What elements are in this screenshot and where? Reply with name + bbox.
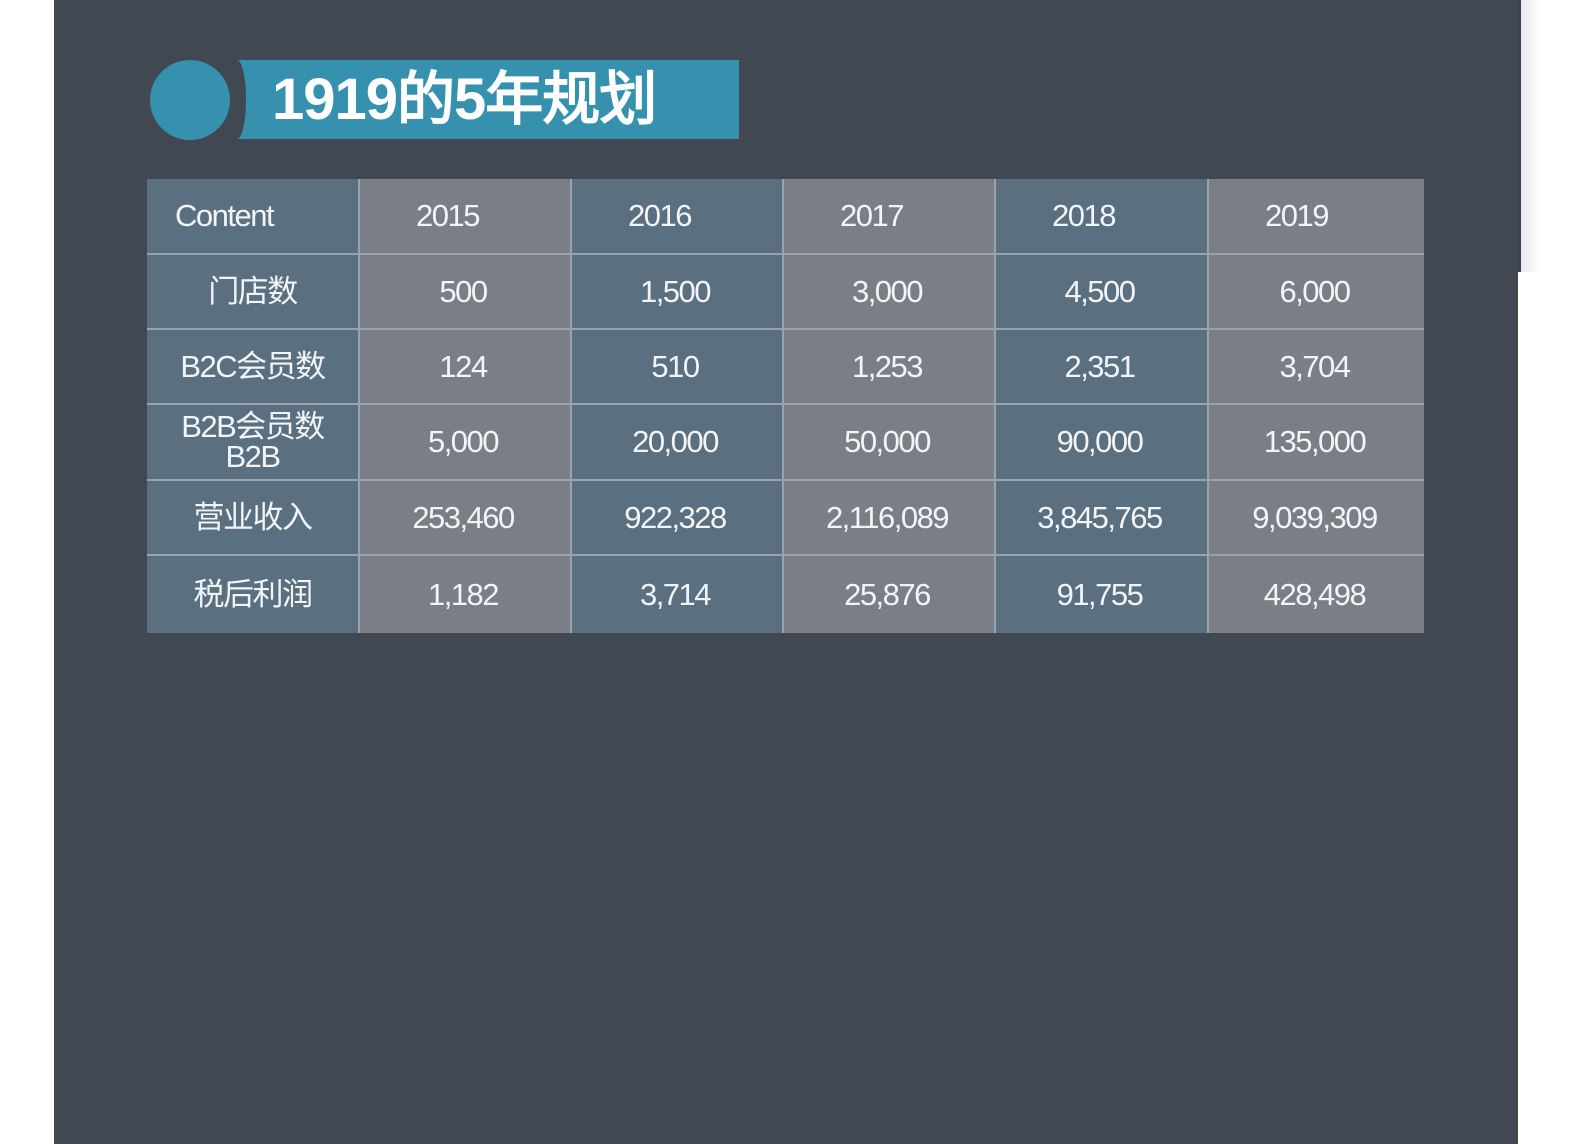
page-title: 1919的5年规划 — [272, 67, 657, 132]
title-circle-icon — [150, 60, 230, 140]
header-cell-2015: 2015 — [360, 179, 572, 255]
table-cell: 1,253 — [784, 330, 996, 405]
header-cell-2019: 2019 — [1209, 179, 1424, 255]
header-cell-2018: 2018 — [996, 179, 1209, 255]
table-cell: 3,714 — [572, 556, 784, 633]
table-cell: 3,704 — [1209, 330, 1424, 405]
table-cell: 1,182 — [360, 556, 572, 633]
table-cell: 428,498 — [1209, 556, 1424, 633]
row-label-stores: 门店数 — [147, 255, 360, 330]
table-cell: 90,000 — [996, 405, 1209, 481]
table-cell: 2,351 — [996, 330, 1209, 405]
table-cell: 510 — [572, 330, 784, 405]
table-cell: 500 — [360, 255, 572, 330]
table-cell: 5,000 — [360, 405, 572, 481]
table-cell: 25,876 — [784, 556, 996, 633]
page-edge-strip — [1518, 0, 1540, 272]
table-cell: 922,328 — [572, 481, 784, 556]
table-cell: 1,500 — [572, 255, 784, 330]
header-cell-content: Content — [147, 179, 360, 255]
header-cell-2016: 2016 — [572, 179, 784, 255]
plan-table: Content 2015 2016 2017 2018 2019 门店数 500… — [147, 179, 1424, 633]
table-cell: 135,000 — [1209, 405, 1424, 481]
page-edge-line — [1518, 0, 1521, 272]
table-cell: 253,460 — [360, 481, 572, 556]
row-label-b2b-members: B2B会员数 B2B — [147, 405, 360, 481]
title-banner — [228, 60, 739, 139]
table-cell: 4,500 — [996, 255, 1209, 330]
table-cell: 9,039,309 — [1209, 481, 1424, 556]
table-cell: 6,000 — [1209, 255, 1424, 330]
row-label-b2c-members: B2C会员数 — [147, 330, 360, 405]
table-cell: 50,000 — [784, 405, 996, 481]
table-cell: 3,845,765 — [996, 481, 1209, 556]
row-label-revenue: 营业收入 — [147, 481, 360, 556]
table-cell: 91,755 — [996, 556, 1209, 633]
row-label-net-profit: 税后利润 — [147, 556, 360, 633]
table-cell: 20,000 — [572, 405, 784, 481]
header-cell-2017: 2017 — [784, 179, 996, 255]
title-banner-notch — [228, 60, 246, 139]
table-cell: 3,000 — [784, 255, 996, 330]
table-cell: 2,116,089 — [784, 481, 996, 556]
table-cell: 124 — [360, 330, 572, 405]
